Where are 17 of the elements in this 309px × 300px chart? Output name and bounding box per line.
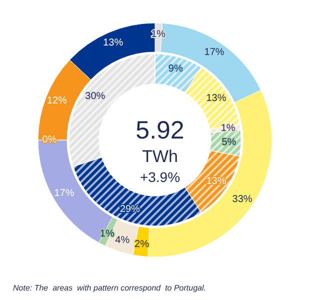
data-label: 1% (220, 122, 236, 134)
data-label: 33% (232, 194, 252, 205)
text: 5.92 (136, 116, 184, 144)
text: TWh (142, 147, 178, 166)
data-label: 17% (54, 188, 74, 200)
data-label: 9% (168, 63, 183, 74)
data-label: 12% (46, 96, 68, 107)
data-label: 1% (100, 228, 114, 240)
text: Note: The areas with pattern correspond to Portugal. (13, 284, 206, 292)
text: +3.9% (140, 169, 180, 185)
data-label: 30% (85, 91, 106, 102)
text: 0% (42, 134, 57, 146)
data-label: 4% (115, 234, 130, 246)
data-label: 13% (103, 38, 124, 49)
data-label: 17% (204, 47, 224, 58)
data-label: 5% (222, 136, 236, 148)
data-label: 13% (206, 92, 226, 104)
